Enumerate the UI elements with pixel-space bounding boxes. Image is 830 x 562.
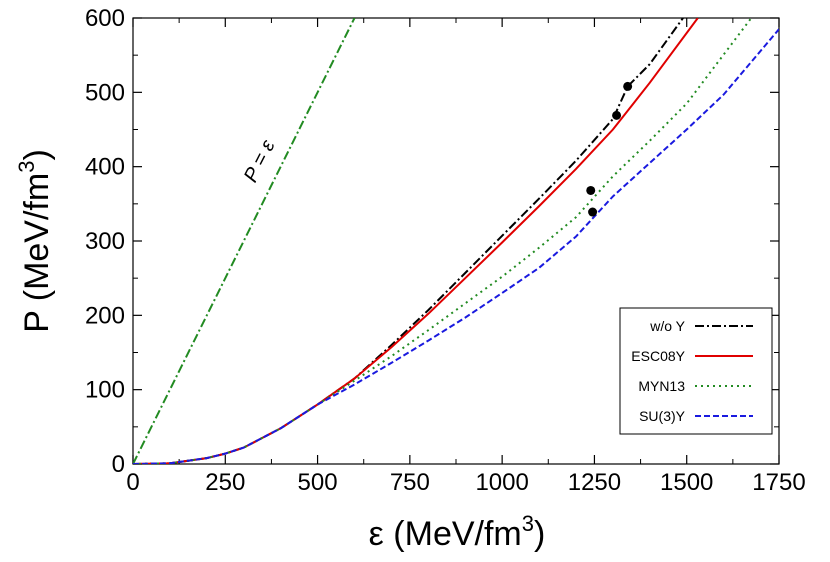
max-mass-marker — [586, 185, 596, 195]
legend-entry-label: w/o Y — [649, 318, 685, 334]
x-tick-label: 1000 — [475, 469, 528, 496]
y-tick-label: 400 — [85, 154, 125, 181]
x-tick-label: 500 — [298, 469, 338, 496]
legend-entry-label: MYN13 — [638, 378, 685, 394]
max-mass-marker — [612, 110, 622, 120]
series-line-woy — [133, 18, 684, 464]
x-tick-label: 1750 — [752, 469, 805, 496]
legend: w/o Y ESC08Y MYN13 SU(3)Y — [619, 307, 773, 435]
y-tick-label: 500 — [85, 79, 125, 106]
x-tick-label: 1500 — [660, 469, 713, 496]
y-tick-label: 600 — [85, 5, 125, 32]
x-tick-label: 750 — [390, 469, 430, 496]
legend-box — [619, 307, 773, 435]
series-line-esc08y — [133, 18, 699, 464]
x-tick-label: 0 — [126, 469, 139, 496]
series-line-su3y — [133, 28, 779, 464]
legend-entry-label: ESC08Y — [631, 348, 685, 364]
max-mass-marker — [623, 81, 633, 91]
legend-entry-label: SU(3)Y — [639, 408, 686, 424]
y-tick-label: 0 — [112, 451, 125, 478]
x-axis-label: ε (MeV/fm3) — [369, 511, 546, 553]
causal-limit-line — [133, 18, 356, 464]
max-mass-marker — [588, 207, 598, 217]
y-axis-label: P (MeV/fm3) — [14, 149, 56, 333]
y-tick-label: 200 — [85, 302, 125, 329]
y-tick-label: 100 — [85, 377, 125, 404]
x-tick-label: 250 — [205, 469, 245, 496]
y-tick-label: 300 — [85, 228, 125, 255]
x-tick-label: 1250 — [568, 469, 621, 496]
